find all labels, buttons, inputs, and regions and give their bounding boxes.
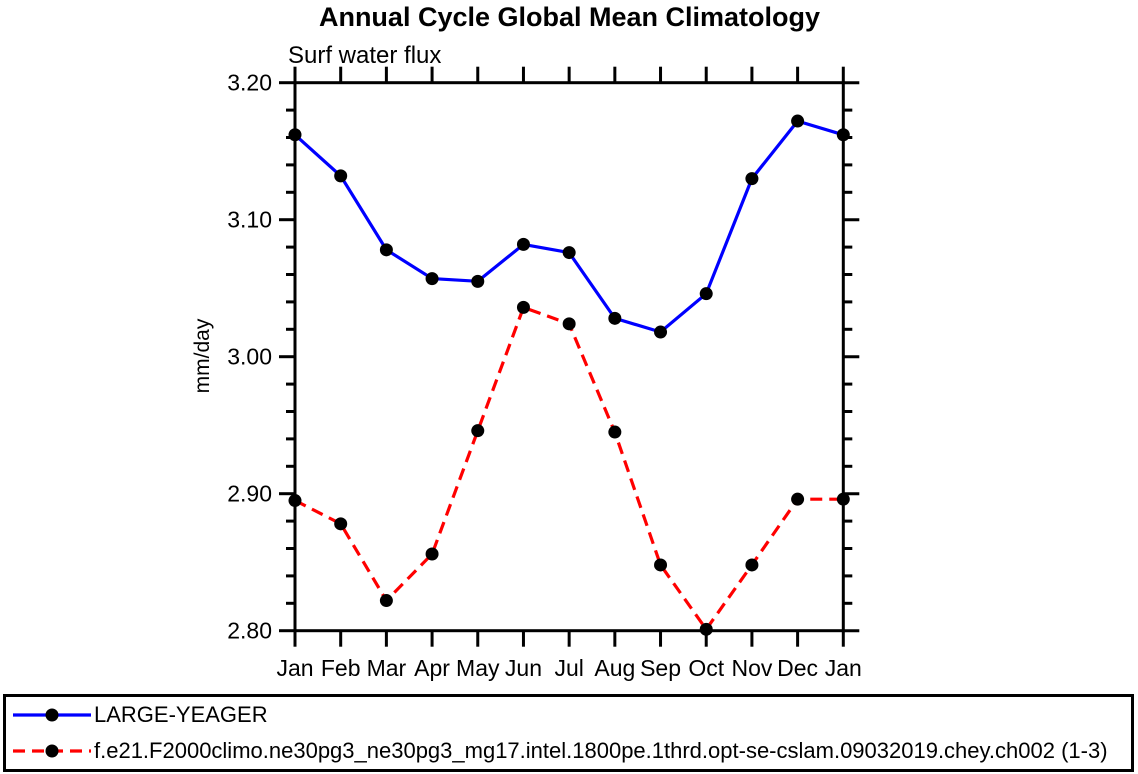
data-point-marker [288,494,302,508]
data-point-marker [516,300,530,314]
data-point-marker [334,169,348,183]
data-point-marker [699,287,713,301]
chart-subtitle: Surf water flux [288,42,442,69]
data-point-marker [608,311,622,325]
x-tick-label: Jan [276,655,313,681]
legend-line-sample-dashed [13,744,91,758]
data-point-marker [791,114,805,128]
data-point-marker [654,325,668,339]
series-model-run [288,300,850,636]
legend-sample-marker [45,744,59,758]
x-tick-labels: Jan Feb Mar Apr May Jun Jul Aug Sep Oct Nov Dec Jan [276,655,861,681]
x-tick-label: May [456,655,500,681]
series-large-yeager [288,114,850,339]
series-line [293,119,844,334]
y-tick-label: 3.20 [227,70,272,96]
x-tick-label: Jan [825,655,862,681]
series-line [294,305,844,633]
x-tick-label: Aug [594,655,635,681]
data-point-marker [516,237,530,251]
data-point-marker [836,128,850,142]
data-point-marker [654,558,668,572]
data-point-marker [562,317,576,331]
data-point-marker [608,425,622,439]
y-tick-labels: 3.20 3.10 3.00 2.90 2.80 [227,70,272,644]
data-point-marker [699,622,713,636]
data-point-marker [379,594,393,608]
data-point-marker [791,492,805,506]
y-tick-label: 3.00 [227,344,272,370]
y-tick-label: 2.90 [227,481,272,507]
x-tick-label: Oct [688,655,724,681]
legend-label-model-run: f.e21.F2000climo.ne30pg3_ne30pg3_mg17.in… [94,737,1108,763]
x-tick-label: Jul [554,655,583,681]
x-tick-label: Nov [731,655,772,681]
legend-item-model-run: f.e21.F2000climo.ne30pg3_ne30pg3_mg17.in… [6,734,1131,768]
data-point-marker [745,558,759,572]
y-tick-label: 3.10 [227,207,272,233]
x-tick-label: Sep [640,655,681,681]
x-tick-label: Mar [367,655,407,681]
data-point-marker [288,128,302,142]
y-tick-label: 2.80 [227,618,272,644]
legend: LARGE-YEAGER f.e21.F2000climo.ne30pg3_ne… [3,694,1134,772]
legend-item-large-yeager: LARGE-YEAGER [6,698,1131,732]
data-point-marker [334,517,348,531]
data-point-marker [836,492,850,506]
axes [279,66,860,647]
legend-line-sample-solid [13,708,91,722]
x-tick-label: Dec [777,655,818,681]
chart-title: Annual Cycle Global Mean Climatology [318,2,821,32]
data-point-marker [425,272,439,286]
x-tick-label: Feb [321,655,361,681]
x-tick-label: Apr [414,655,450,681]
x-tick-label: Jun [505,655,542,681]
data-point-marker [379,243,393,257]
data-point-marker [471,274,485,288]
legend-label-large-yeager: LARGE-YEAGER [94,702,268,728]
data-point-marker [471,424,485,438]
data-point-marker [425,547,439,561]
data-point-marker [745,172,759,186]
data-point-marker [562,246,576,260]
legend-sample-marker [45,708,59,722]
